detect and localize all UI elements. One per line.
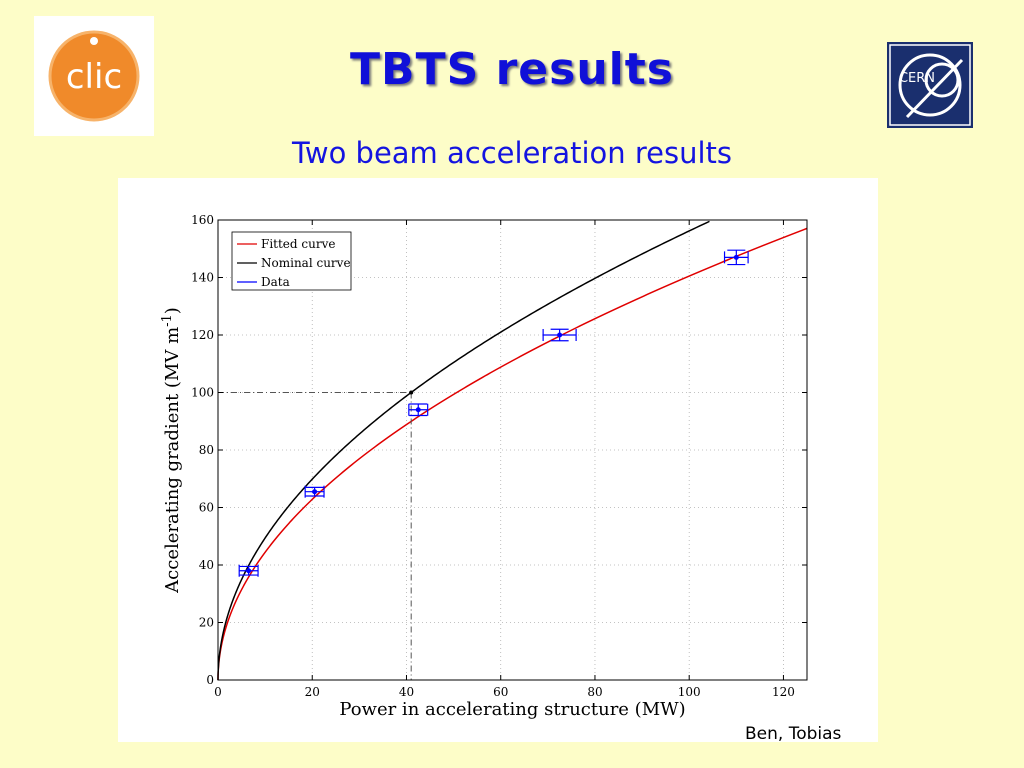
chart-curves — [217, 220, 808, 681]
y-tick-label: 20 — [199, 616, 214, 630]
data-point — [542, 328, 577, 342]
y-tick-label: 60 — [199, 501, 214, 515]
data-point — [304, 485, 325, 498]
slide-title: TBTS results — [350, 44, 674, 95]
slide-subtitle: Two beam acceleration results — [291, 136, 733, 170]
legend-entry: Data — [261, 275, 290, 289]
x-tick-label: 60 — [493, 685, 508, 699]
x-tick-label: 20 — [305, 685, 320, 699]
slide-credit: Ben, Tobias — [745, 724, 842, 744]
y-tick-label: 80 — [199, 443, 214, 457]
clic-logo-icon: clic — [48, 30, 140, 122]
data-marker — [733, 254, 739, 260]
chart-ticks: 0 20 40 60 80 100 120 0 20 40 60 80 100 120 140 160 — [191, 213, 807, 699]
data-marker — [246, 568, 252, 574]
legend-box — [231, 231, 352, 291]
chart-annotation — [218, 390, 414, 680]
cern-logo-text: CERN — [899, 71, 935, 86]
legend-entry: Nominal curve — [261, 256, 351, 270]
data-point — [238, 564, 259, 577]
y-axis-label: Accelerating gradient (MV m-1) — [160, 307, 184, 594]
y-tick-label: 100 — [191, 386, 214, 400]
series-nominal-curve — [217, 220, 710, 681]
clic-logo-text: clic — [66, 57, 122, 97]
y-tick-label: 140 — [191, 271, 214, 285]
annotation-point — [409, 390, 414, 395]
clic-logo: clic — [34, 16, 154, 136]
x-tick-label: 120 — [772, 685, 795, 699]
y-tick-label: 0 — [206, 673, 214, 687]
x-tick-label: 40 — [399, 685, 414, 699]
series-fitted-curve — [217, 227, 808, 681]
cern-logo: CERN — [887, 42, 973, 128]
cern-logo-icon: CERN — [889, 44, 971, 126]
chart-legend: Fitted curve Nominal curve Data — [231, 231, 352, 291]
x-tick-label: 0 — [214, 685, 222, 699]
gradient-vs-power-chart: 0 20 40 60 80 100 120 0 20 40 60 80 100 120 140 160 Fit… — [160, 213, 808, 720]
legend-entry: Fitted curve — [261, 237, 335, 251]
x-axis-label: Power in accelerating structure (MW) — [339, 699, 685, 720]
x-tick-label: 80 — [587, 685, 602, 699]
data-point — [723, 249, 749, 266]
chart-data-points — [238, 249, 749, 577]
data-marker — [312, 489, 318, 495]
data-marker — [557, 332, 563, 338]
y-tick-label: 120 — [191, 328, 214, 342]
chart-panel: 0 20 40 60 80 100 120 0 20 40 60 80 100 120 140 160 Fit… — [118, 178, 878, 742]
y-tick-label: 40 — [199, 558, 214, 572]
x-tick-label: 100 — [678, 685, 701, 699]
data-point — [408, 403, 429, 417]
data-marker — [415, 407, 421, 413]
y-tick-label: 160 — [191, 213, 214, 227]
